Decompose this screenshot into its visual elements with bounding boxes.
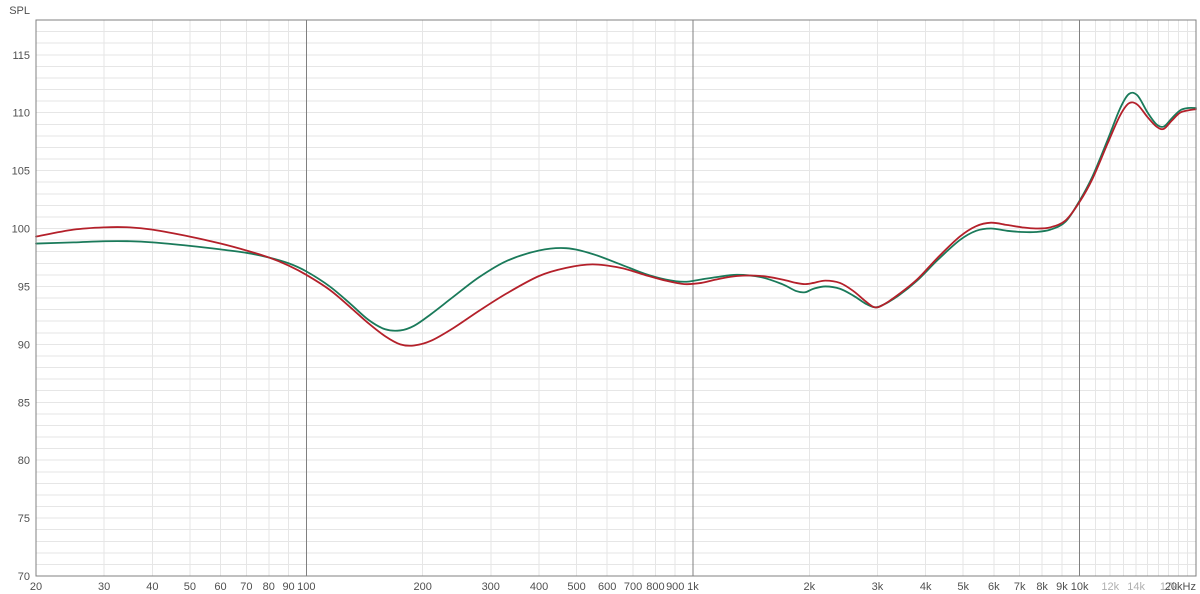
x-tick-label: 100 xyxy=(297,581,315,593)
x-tick-label: 500 xyxy=(567,581,585,593)
x-tick-label: 4k xyxy=(920,581,932,593)
y-tick-label: 110 xyxy=(12,108,30,120)
x-tick-label: 80 xyxy=(263,581,275,593)
x-tick-label: 2k xyxy=(804,581,816,593)
x-tick-label: 7k xyxy=(1014,581,1026,593)
y-tick-label: 95 xyxy=(18,281,30,293)
y-tick-label: 75 xyxy=(18,513,30,525)
x-tick-label: 800 xyxy=(646,581,664,593)
x-tick-label: 3k xyxy=(872,581,884,593)
frequency-response-chart: 70 75 80 85 90 95 100 105 110 115 SPL 20 30 40 50 60 70 8… xyxy=(0,0,1200,594)
x-tick-label: 6k xyxy=(988,581,1000,593)
x-tick-label: 12k xyxy=(1101,581,1119,593)
x-tick-label: 40 xyxy=(146,581,158,593)
y-tick-label: 85 xyxy=(18,397,30,409)
x-tick-label: 20 xyxy=(30,581,42,593)
x-tick-label: 900 xyxy=(666,581,684,593)
y-tick-label: 105 xyxy=(12,166,30,178)
x-tick-label: 8k xyxy=(1036,581,1048,593)
y-tick-label: 115 xyxy=(12,50,30,62)
x-tick-label: 60 xyxy=(214,581,226,593)
y-axis-title: SPL xyxy=(9,5,30,17)
y-tick-label: 70 xyxy=(18,571,30,583)
x-tick-label: 10k xyxy=(1071,581,1089,593)
x-tick-label: 400 xyxy=(530,581,548,593)
x-tick-label: 200 xyxy=(413,581,431,593)
x-tick-label: 14k xyxy=(1127,581,1145,593)
y-tick-label: 100 xyxy=(12,224,30,236)
y-tick-label: 80 xyxy=(18,455,30,467)
x-tick-label: 700 xyxy=(624,581,642,593)
x-tick-label: 5k xyxy=(957,581,969,593)
x-tick-label: 90 xyxy=(282,581,294,593)
x-tick-label: 1k xyxy=(687,581,699,593)
x-tick-label: 30 xyxy=(98,581,110,593)
x-tick-label: 50 xyxy=(184,581,196,593)
x-axis-unit-label: 20kHz xyxy=(1165,581,1196,593)
y-tick-label: 90 xyxy=(18,339,30,351)
x-tick-label: 9k xyxy=(1056,581,1068,593)
x-tick-label: 300 xyxy=(482,581,500,593)
x-tick-label: 70 xyxy=(240,581,252,593)
x-tick-label: 600 xyxy=(598,581,616,593)
